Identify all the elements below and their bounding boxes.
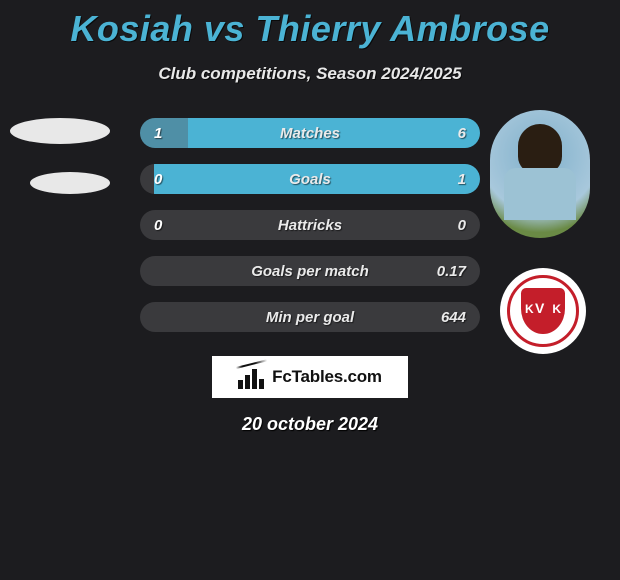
stat-row: 644Min per goal [140, 302, 480, 332]
stat-right-segment: 644 [154, 302, 480, 332]
left-player-avatars [10, 118, 110, 222]
stat-left-value: 1 [154, 125, 162, 142]
stat-right-segment: 6 [188, 118, 480, 148]
stat-bars: 16Matches01Goals00Hattricks0.17Goals per… [140, 118, 480, 332]
brand-label: FcTables.com [272, 367, 382, 387]
snapshot-date: 20 october 2024 [0, 414, 620, 435]
stat-left-segment [140, 164, 154, 194]
stat-left-segment [140, 256, 154, 286]
stat-left-segment [140, 302, 154, 332]
stat-right-segment: 1 [154, 164, 480, 194]
subtitle: Club competitions, Season 2024/2025 [0, 64, 620, 84]
stat-left-segment: 1 [140, 118, 188, 148]
stat-row: 16Matches [140, 118, 480, 148]
stat-right-value: 0 [458, 217, 466, 234]
stat-right-value: 6 [458, 125, 466, 142]
comparison-content: V 16Matches01Goals00Hattricks0.17Goals p… [0, 118, 620, 332]
stat-row: 0.17Goals per match [140, 256, 480, 286]
right-club-badge: V [500, 268, 586, 354]
right-player-photo [490, 110, 590, 238]
left-player-placeholder [10, 118, 110, 144]
stat-row: 00Hattricks [140, 210, 480, 240]
left-club-placeholder [30, 172, 110, 194]
right-player-avatars: V [490, 110, 590, 354]
stat-right-value: 0.17 [437, 263, 466, 280]
brand-chart-icon [238, 365, 266, 389]
page-title: Kosiah vs Thierry Ambrose [0, 0, 620, 50]
brand-logo[interactable]: FcTables.com [212, 356, 408, 398]
stat-right-segment: 0.17 [154, 256, 480, 286]
stat-left-segment [140, 210, 154, 240]
stat-left-value: 0 [154, 217, 162, 234]
stat-row: 01Goals [140, 164, 480, 194]
stat-right-value: 644 [441, 309, 466, 326]
stat-right-value: 1 [458, 171, 466, 188]
stat-left-value: 0 [154, 171, 162, 188]
stat-right-segment: 0 [154, 210, 480, 240]
